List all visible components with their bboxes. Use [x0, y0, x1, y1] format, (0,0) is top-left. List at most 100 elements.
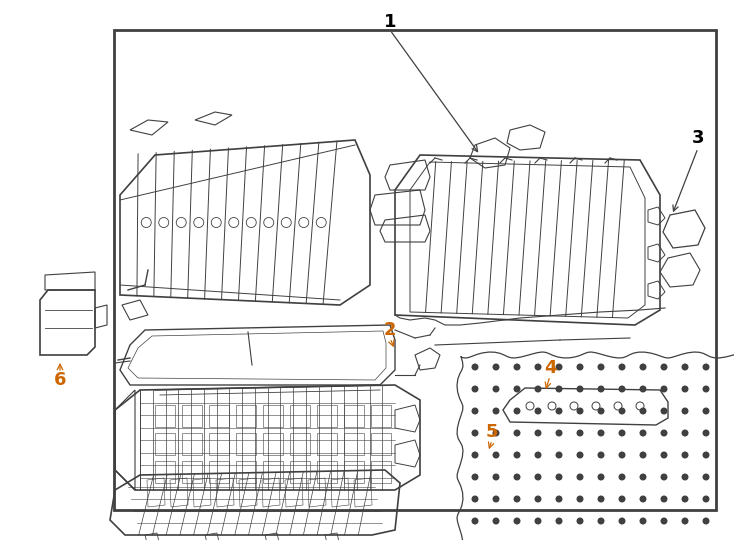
Circle shape — [682, 408, 688, 414]
Circle shape — [640, 518, 646, 524]
Bar — [114, 30, 716, 510]
Circle shape — [515, 364, 520, 370]
Circle shape — [598, 496, 604, 502]
Circle shape — [493, 452, 499, 458]
Circle shape — [640, 386, 646, 392]
Circle shape — [535, 430, 541, 436]
Circle shape — [472, 518, 478, 524]
Circle shape — [472, 430, 478, 436]
Circle shape — [577, 496, 583, 502]
Circle shape — [682, 452, 688, 458]
Circle shape — [682, 496, 688, 502]
Circle shape — [535, 452, 541, 458]
Circle shape — [703, 364, 709, 370]
Circle shape — [577, 452, 583, 458]
Circle shape — [661, 364, 666, 370]
Circle shape — [703, 496, 709, 502]
Circle shape — [472, 386, 478, 392]
Circle shape — [556, 408, 562, 414]
Circle shape — [577, 408, 583, 414]
Circle shape — [661, 496, 666, 502]
Circle shape — [556, 386, 562, 392]
Circle shape — [661, 386, 666, 392]
Circle shape — [515, 386, 520, 392]
Circle shape — [493, 496, 499, 502]
Circle shape — [640, 474, 646, 480]
Circle shape — [619, 518, 625, 524]
Circle shape — [619, 430, 625, 436]
Circle shape — [682, 364, 688, 370]
Text: 1: 1 — [384, 13, 396, 31]
Circle shape — [661, 430, 666, 436]
Circle shape — [515, 518, 520, 524]
Circle shape — [598, 430, 604, 436]
Circle shape — [472, 474, 478, 480]
Circle shape — [493, 364, 499, 370]
Circle shape — [556, 496, 562, 502]
Circle shape — [598, 518, 604, 524]
Circle shape — [556, 452, 562, 458]
Circle shape — [493, 518, 499, 524]
Circle shape — [556, 430, 562, 436]
Circle shape — [703, 474, 709, 480]
Circle shape — [682, 474, 688, 480]
Circle shape — [703, 430, 709, 436]
Circle shape — [515, 408, 520, 414]
Circle shape — [577, 364, 583, 370]
Circle shape — [472, 452, 478, 458]
Circle shape — [682, 386, 688, 392]
Circle shape — [577, 430, 583, 436]
Circle shape — [640, 452, 646, 458]
Circle shape — [577, 386, 583, 392]
Text: 6: 6 — [54, 371, 66, 389]
Circle shape — [682, 518, 688, 524]
Circle shape — [515, 430, 520, 436]
Circle shape — [577, 474, 583, 480]
Circle shape — [535, 474, 541, 480]
Circle shape — [515, 452, 520, 458]
Circle shape — [598, 474, 604, 480]
Circle shape — [619, 364, 625, 370]
Circle shape — [619, 496, 625, 502]
Circle shape — [661, 452, 666, 458]
Circle shape — [682, 430, 688, 436]
Circle shape — [535, 408, 541, 414]
Circle shape — [493, 408, 499, 414]
Circle shape — [493, 430, 499, 436]
Circle shape — [515, 474, 520, 480]
Circle shape — [640, 496, 646, 502]
Circle shape — [619, 408, 625, 414]
Circle shape — [598, 364, 604, 370]
Circle shape — [577, 518, 583, 524]
Circle shape — [472, 408, 478, 414]
Circle shape — [619, 452, 625, 458]
Circle shape — [493, 474, 499, 480]
Text: 2: 2 — [384, 321, 396, 339]
Circle shape — [703, 518, 709, 524]
Circle shape — [556, 474, 562, 480]
Circle shape — [535, 386, 541, 392]
Circle shape — [598, 452, 604, 458]
Circle shape — [535, 518, 541, 524]
Text: 3: 3 — [691, 129, 704, 147]
Circle shape — [472, 364, 478, 370]
Circle shape — [703, 452, 709, 458]
Circle shape — [661, 474, 666, 480]
Circle shape — [640, 430, 646, 436]
Circle shape — [472, 496, 478, 502]
Circle shape — [619, 474, 625, 480]
Circle shape — [703, 408, 709, 414]
Circle shape — [556, 364, 562, 370]
Circle shape — [493, 386, 499, 392]
Circle shape — [661, 518, 666, 524]
Circle shape — [598, 386, 604, 392]
Circle shape — [515, 496, 520, 502]
Circle shape — [556, 518, 562, 524]
Circle shape — [640, 408, 646, 414]
Circle shape — [598, 408, 604, 414]
Circle shape — [535, 364, 541, 370]
Circle shape — [640, 364, 646, 370]
Circle shape — [703, 386, 709, 392]
Circle shape — [661, 408, 666, 414]
Circle shape — [535, 496, 541, 502]
